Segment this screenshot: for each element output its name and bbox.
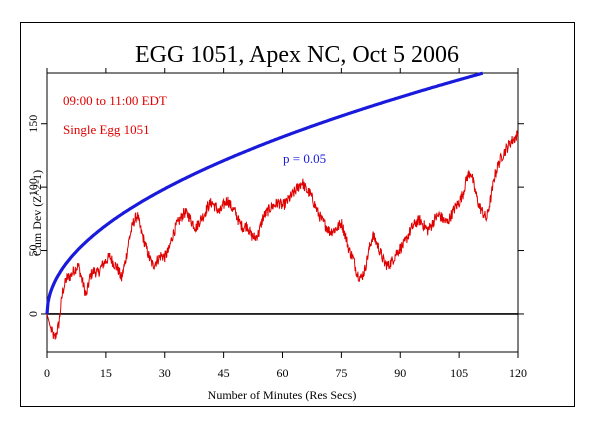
x-tick-label: 60 — [277, 366, 289, 380]
x-tick-label: 30 — [159, 366, 171, 380]
y-tick-label: 100 — [26, 178, 40, 196]
y-tick-label: 150 — [26, 115, 40, 133]
probability-annotation: p = 0.05 — [283, 151, 326, 166]
x-tick-label: 105 — [450, 366, 468, 380]
chart-title: EGG 1051, Apex NC, Oct 5 2006 — [135, 42, 459, 68]
y-axis: 0 50 100 150 — [26, 115, 524, 317]
x-tick-label: 0 — [44, 366, 50, 380]
y-axis-label: Cum Dev (Z^2-1) — [30, 170, 44, 256]
y-tick-label: 0 — [26, 311, 40, 317]
x-tick-label: 45 — [218, 366, 230, 380]
x-tick-label: 15 — [100, 366, 112, 380]
plot-area — [46, 72, 519, 353]
time-range-annotation: 09:00 to 11:00 EDT — [63, 93, 167, 108]
y-tick-label: 50 — [26, 245, 40, 257]
x-tick-label: 75 — [335, 366, 347, 380]
x-axis: 0 15 30 45 60 75 90 105 120 — [44, 68, 527, 380]
x-tick-label: 90 — [394, 366, 406, 380]
probability-envelope-line — [45, 71, 484, 315]
cumdev-series-line — [46, 130, 519, 340]
egg-annotation: Single Egg 1051 — [63, 122, 150, 137]
chart-frame — [20, 22, 575, 407]
x-axis-label: Number of Minutes (Res Secs) — [208, 388, 357, 402]
x-tick-label: 120 — [509, 366, 527, 380]
